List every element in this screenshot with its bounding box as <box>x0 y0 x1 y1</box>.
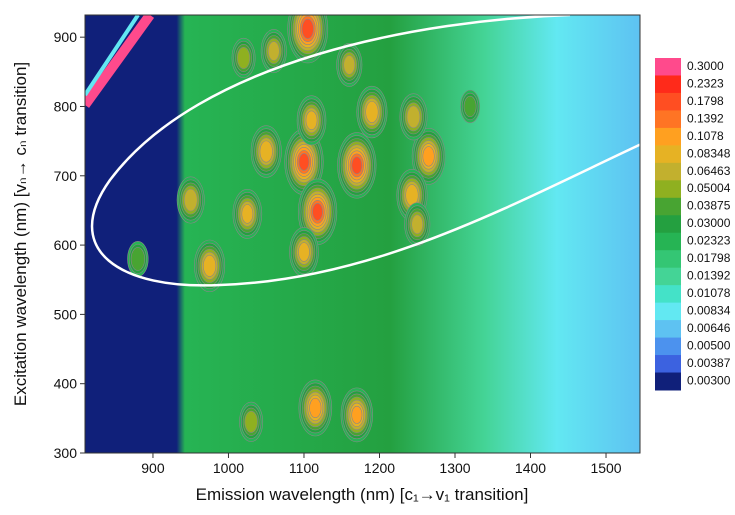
colorbar-label: 0.1798 <box>687 94 724 108</box>
colorbar-swatch <box>655 373 681 391</box>
colorbar-label: 0.2323 <box>687 76 724 90</box>
colorbar-swatch <box>655 145 681 163</box>
colorbar-label: 0.00646 <box>687 321 731 335</box>
colorbar-swatch <box>655 75 681 93</box>
colorbar-label: 0.01078 <box>687 286 731 300</box>
contour-band <box>407 106 420 128</box>
contour-band <box>131 247 145 270</box>
contour-band <box>237 47 250 68</box>
colorbar-label: 0.1078 <box>687 129 724 143</box>
contour-band <box>184 189 197 211</box>
y-tick-label: 800 <box>54 98 78 114</box>
x-tick-label: 1000 <box>213 460 244 476</box>
colorbar-swatch <box>655 285 681 303</box>
colorbar-swatch <box>655 163 681 181</box>
colorbar-swatch <box>655 93 681 111</box>
plot-area <box>85 0 650 453</box>
colorbar-label: 0.00387 <box>687 356 731 370</box>
colorbar-swatch <box>655 355 681 373</box>
contour-band <box>464 96 476 117</box>
colorbar-swatch <box>655 268 681 286</box>
contour-band <box>268 42 279 61</box>
y-tick-label: 600 <box>54 237 78 253</box>
colorbar-swatch <box>655 250 681 268</box>
colorbar-label: 0.00834 <box>687 304 731 318</box>
y-tick-label: 900 <box>54 29 78 45</box>
x-tick-label: 1500 <box>590 460 621 476</box>
contour-band <box>352 157 362 174</box>
contour-band <box>344 55 355 74</box>
colorbar-label: 0.00300 <box>687 373 731 387</box>
contour-band <box>310 398 322 418</box>
contour-band <box>366 101 379 122</box>
contour-band <box>245 411 258 432</box>
contour-band <box>242 205 253 224</box>
colorbar-label: 0.08348 <box>687 146 731 160</box>
contour-band <box>298 243 309 262</box>
colorbar-label: 0.1392 <box>687 111 724 125</box>
x-axis-label: Emission wavelength (nm) [c₁→v₁ transiti… <box>196 485 529 504</box>
contour-band <box>306 111 317 130</box>
colorbar-swatch <box>655 58 681 76</box>
colorbar-label: 0.02323 <box>687 234 731 248</box>
contour-band <box>299 153 309 170</box>
contour-band <box>352 406 362 423</box>
y-tick-label: 300 <box>54 445 78 461</box>
colorbar-swatch <box>655 320 681 338</box>
y-tick-label: 700 <box>54 168 78 184</box>
field-background <box>85 15 640 453</box>
contour-band <box>313 203 323 220</box>
colorbar-swatch <box>655 338 681 356</box>
contour-band <box>260 141 273 162</box>
colorbar-swatch <box>655 180 681 198</box>
contour-band <box>412 215 423 234</box>
colorbar-label: 0.00500 <box>687 338 731 352</box>
colorbar-label: 0.01392 <box>687 269 731 283</box>
colorbar-swatch <box>655 198 681 216</box>
colorbar-label: 0.01798 <box>687 251 731 265</box>
y-tick-label: 500 <box>54 306 78 322</box>
x-tick-label: 1400 <box>515 460 546 476</box>
x-tick-label: 1100 <box>289 460 319 476</box>
colorbar-label: 0.03875 <box>687 199 731 213</box>
contour-band <box>302 19 313 39</box>
colorbar-label: 0.03000 <box>687 216 731 230</box>
y-axis-label: Excitation wavelength (nm) [vₙ→ cₙ trans… <box>11 62 30 406</box>
y-tick-label: 400 <box>54 376 78 392</box>
chart: Emission wavelength (nm) [c₁→v₁ transiti… <box>0 0 735 510</box>
x-tick-label: 1200 <box>364 460 395 476</box>
contour-band <box>423 147 435 167</box>
x-tick-label: 1300 <box>439 460 470 476</box>
colorbar-swatch <box>655 110 681 128</box>
colorbar-label: 0.06463 <box>687 164 731 178</box>
colorbar-label: 0.3000 <box>687 59 724 73</box>
x-tick-label: 900 <box>141 460 165 476</box>
colorbar-swatch <box>655 215 681 233</box>
colorbar-swatch <box>655 233 681 251</box>
contour-band <box>203 255 216 276</box>
colorbar-label: 0.05004 <box>687 181 731 195</box>
colorbar-swatch <box>655 128 681 146</box>
colorbar-swatch <box>655 303 681 321</box>
